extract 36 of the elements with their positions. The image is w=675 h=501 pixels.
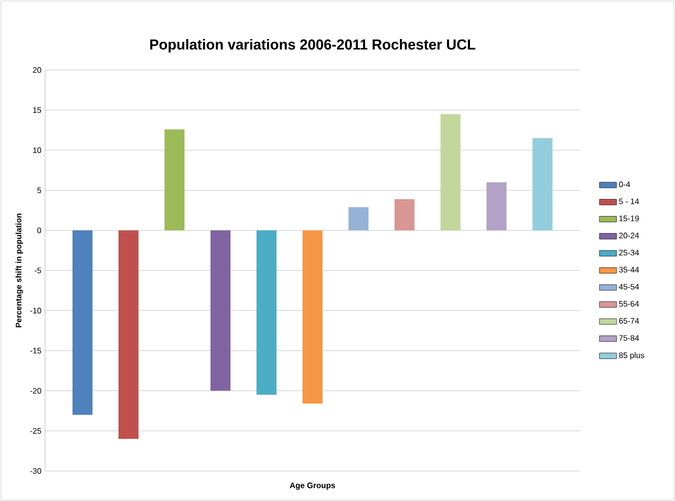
y-tick-label: 0 (37, 228, 42, 234)
legend-label: 65-74 (619, 318, 639, 324)
chart-title: Population variations 2006-2011 Rochester UCL (150, 39, 476, 52)
bar (164, 129, 184, 230)
x-axis-title: Age Groups (290, 482, 336, 490)
y-tick-label: 5 (37, 188, 42, 194)
y-tick-label: -5 (34, 268, 42, 274)
bar (118, 230, 138, 439)
bar (256, 230, 277, 395)
bar (440, 114, 461, 230)
legend-label: 85 plus (619, 352, 644, 360)
legend-label: 35-44 (619, 266, 639, 273)
legend-label: 5 - 14 (619, 198, 639, 204)
legend-label: 20-24 (619, 232, 639, 238)
bar (210, 230, 231, 391)
y-tick-label: -15 (30, 348, 42, 354)
bar (302, 230, 323, 404)
y-tick-label: 20 (32, 67, 42, 73)
legend-label: 45-54 (618, 284, 639, 290)
y-tick-label: -20 (30, 388, 42, 394)
legend-label: 0-4 (619, 182, 630, 188)
legend-label: 15-19 (619, 216, 639, 222)
legend-label: 25-34 (619, 250, 639, 256)
bar (532, 138, 553, 230)
y-tick-label: 10 (33, 147, 42, 154)
y-tick-label: -10 (30, 308, 42, 314)
bar (486, 182, 507, 230)
y-tick-label: 15 (33, 107, 42, 113)
bar (348, 207, 369, 230)
legend-label: 55-64 (619, 300, 639, 307)
bar (72, 230, 92, 415)
y-axis-title: Percentage shift in population (16, 214, 24, 328)
legend-label: 75-84 (619, 335, 639, 341)
bar (394, 199, 415, 230)
y-tick-label: -30 (30, 468, 42, 474)
y-tick-label: -25 (30, 428, 42, 434)
